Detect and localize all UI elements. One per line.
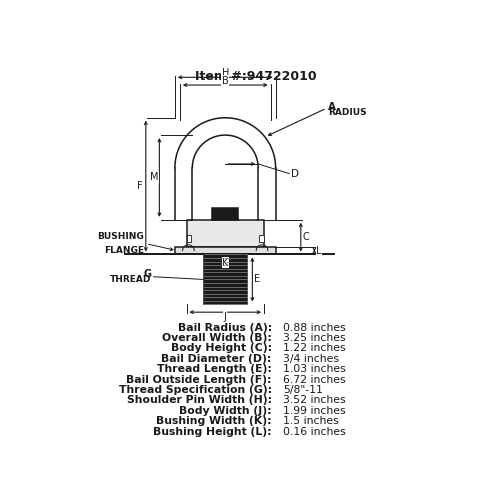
Text: L: L [316,246,322,256]
Bar [186,235,191,242]
Text: Thread Length (E):: Thread Length (E): [157,364,272,374]
Text: B: B [222,76,228,86]
Text: Body Height (C):: Body Height (C): [170,344,272,353]
Text: RADIUS: RADIUS [328,108,366,117]
Text: G: G [144,268,152,278]
Text: Bushing Height (L):: Bushing Height (L): [153,426,272,436]
Bar [260,235,264,242]
Text: 3.25 inches: 3.25 inches [284,333,346,343]
Text: Bail Outside Length (F):: Bail Outside Length (F): [126,374,272,384]
Text: E: E [254,274,260,284]
Text: H: H [222,68,229,78]
Text: BUSHING: BUSHING [97,232,144,241]
Text: 5/8"-11: 5/8"-11 [284,385,323,395]
Text: Overall Width (B):: Overall Width (B): [162,333,272,343]
Text: 1.03 inches: 1.03 inches [284,364,346,374]
Bar [186,220,264,246]
Text: Body Width (J):: Body Width (J): [179,406,272,415]
Text: D: D [291,168,299,178]
Text: K: K [222,258,228,268]
Text: 1.22 inches: 1.22 inches [284,344,346,353]
Text: F: F [137,181,143,191]
Bar [175,246,276,254]
Text: 1.99 inches: 1.99 inches [284,406,346,415]
Text: Bail Radius (A):: Bail Radius (A): [178,322,272,332]
Text: Thread Specification (G):: Thread Specification (G): [118,385,272,395]
Text: Bail Diameter (D):: Bail Diameter (D): [162,354,272,364]
Text: Shoulder Pin Width (H):: Shoulder Pin Width (H): [126,396,272,406]
Text: Item #:94722010: Item #:94722010 [196,70,317,82]
Text: THREAD: THREAD [110,275,152,284]
Text: 0.16 inches: 0.16 inches [284,426,346,436]
Text: M: M [150,172,159,182]
Text: 1.5 inches: 1.5 inches [284,416,339,426]
Bar [212,208,238,220]
Text: 3.52 inches: 3.52 inches [284,396,346,406]
Text: 6.72 inches: 6.72 inches [284,374,346,384]
Text: C: C [303,232,310,242]
Text: J: J [224,312,226,322]
Bar [204,254,246,304]
Text: Bushing Width (K):: Bushing Width (K): [156,416,272,426]
Text: 3/4 inches: 3/4 inches [284,354,340,364]
Text: A: A [328,102,336,112]
Text: 0.88 inches: 0.88 inches [284,322,346,332]
Text: FLANGE: FLANGE [104,246,144,255]
